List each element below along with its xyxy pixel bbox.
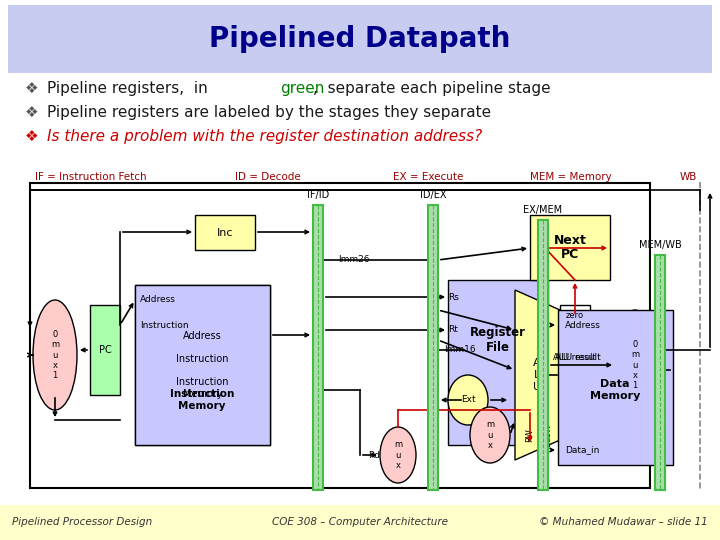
Text: m
u
x: m u x bbox=[394, 440, 402, 470]
Text: 0
m
u
x
1: 0 m u x 1 bbox=[631, 340, 639, 390]
Bar bbox=[448, 280, 548, 445]
Ellipse shape bbox=[470, 407, 510, 463]
Bar bbox=[530, 215, 610, 280]
Text: COE 308 – Computer Architecture: COE 308 – Computer Architecture bbox=[272, 517, 448, 527]
Bar bbox=[313, 205, 323, 490]
Text: Inc: Inc bbox=[217, 227, 233, 238]
Bar bbox=[8, 5, 712, 73]
Text: Ext: Ext bbox=[461, 395, 475, 404]
Text: Address

Instruction

Instruction
Memory: Address Instruction Instruction Memory bbox=[176, 331, 229, 399]
Text: ALU result: ALU result bbox=[555, 353, 600, 361]
Text: ❖: ❖ bbox=[25, 129, 39, 144]
Text: Data_in: Data_in bbox=[565, 446, 599, 455]
Text: Next
PC: Next PC bbox=[554, 233, 586, 261]
Text: BusW: BusW bbox=[544, 423, 552, 447]
Text: Register
File: Register File bbox=[470, 326, 526, 354]
Text: Imm26: Imm26 bbox=[338, 255, 369, 265]
Polygon shape bbox=[515, 290, 560, 460]
Text: Instruction: Instruction bbox=[140, 321, 189, 329]
Text: PC: PC bbox=[99, 345, 112, 355]
Text: © Muhamed Mudawar – slide 11: © Muhamed Mudawar – slide 11 bbox=[539, 517, 708, 527]
Text: 0
m
u
x
1: 0 m u x 1 bbox=[51, 330, 59, 380]
Text: ❖: ❖ bbox=[25, 80, 39, 96]
Text: IF/ID: IF/ID bbox=[307, 190, 329, 200]
Text: Data
Memory: Data Memory bbox=[590, 379, 640, 401]
Ellipse shape bbox=[380, 427, 416, 483]
Ellipse shape bbox=[615, 310, 655, 420]
Text: Rd: Rd bbox=[311, 386, 323, 395]
Bar bbox=[538, 220, 548, 490]
Text: Address: Address bbox=[140, 295, 176, 305]
Text: Rd: Rd bbox=[368, 450, 380, 460]
Text: RW: RW bbox=[526, 428, 534, 442]
Bar bbox=[655, 255, 665, 490]
Bar bbox=[428, 205, 438, 490]
Bar bbox=[30, 183, 650, 488]
Text: zero: zero bbox=[566, 312, 584, 321]
Text: Imm16: Imm16 bbox=[444, 346, 476, 354]
Bar bbox=[0, 505, 720, 540]
Text: ID = Decode: ID = Decode bbox=[235, 172, 301, 182]
Text: ID/EX: ID/EX bbox=[420, 190, 446, 200]
Text: Pipelined Datapath: Pipelined Datapath bbox=[210, 25, 510, 53]
Bar bbox=[560, 305, 590, 327]
Text: Is there a problem with the register destination address?: Is there a problem with the register des… bbox=[47, 129, 482, 144]
Text: ,  separate each pipeline stage: , separate each pipeline stage bbox=[313, 80, 551, 96]
Bar bbox=[135, 285, 270, 445]
Bar bbox=[558, 310, 673, 465]
Text: Pipeline registers are labeled by the stages they separate: Pipeline registers are labeled by the st… bbox=[47, 105, 491, 119]
Ellipse shape bbox=[33, 300, 77, 410]
Text: green: green bbox=[280, 80, 325, 96]
Text: Pipelined Processor Design: Pipelined Processor Design bbox=[12, 517, 152, 527]
Text: MEM = Memory: MEM = Memory bbox=[530, 172, 612, 182]
Ellipse shape bbox=[448, 375, 488, 425]
Bar bbox=[135, 285, 270, 445]
Text: A
L
U: A L U bbox=[533, 359, 541, 392]
Text: Instruction
Memory: Instruction Memory bbox=[170, 389, 234, 411]
Text: MEM/WB: MEM/WB bbox=[639, 240, 681, 250]
Text: ALU result: ALU result bbox=[553, 353, 595, 361]
Text: Rs: Rs bbox=[448, 293, 459, 301]
Text: Rt: Rt bbox=[448, 326, 458, 334]
Text: EX/MEM: EX/MEM bbox=[523, 205, 562, 215]
Text: Address: Address bbox=[565, 321, 601, 329]
Bar bbox=[90, 305, 120, 395]
Text: IF = Instruction Fetch: IF = Instruction Fetch bbox=[35, 172, 147, 182]
Text: WB: WB bbox=[680, 172, 698, 182]
Bar bbox=[195, 215, 255, 250]
Text: m
u
x: m u x bbox=[486, 420, 494, 450]
Text: ❖: ❖ bbox=[25, 105, 39, 119]
Text: EX = Execute: EX = Execute bbox=[393, 172, 464, 182]
Text: Pipeline registers,  in: Pipeline registers, in bbox=[47, 80, 212, 96]
